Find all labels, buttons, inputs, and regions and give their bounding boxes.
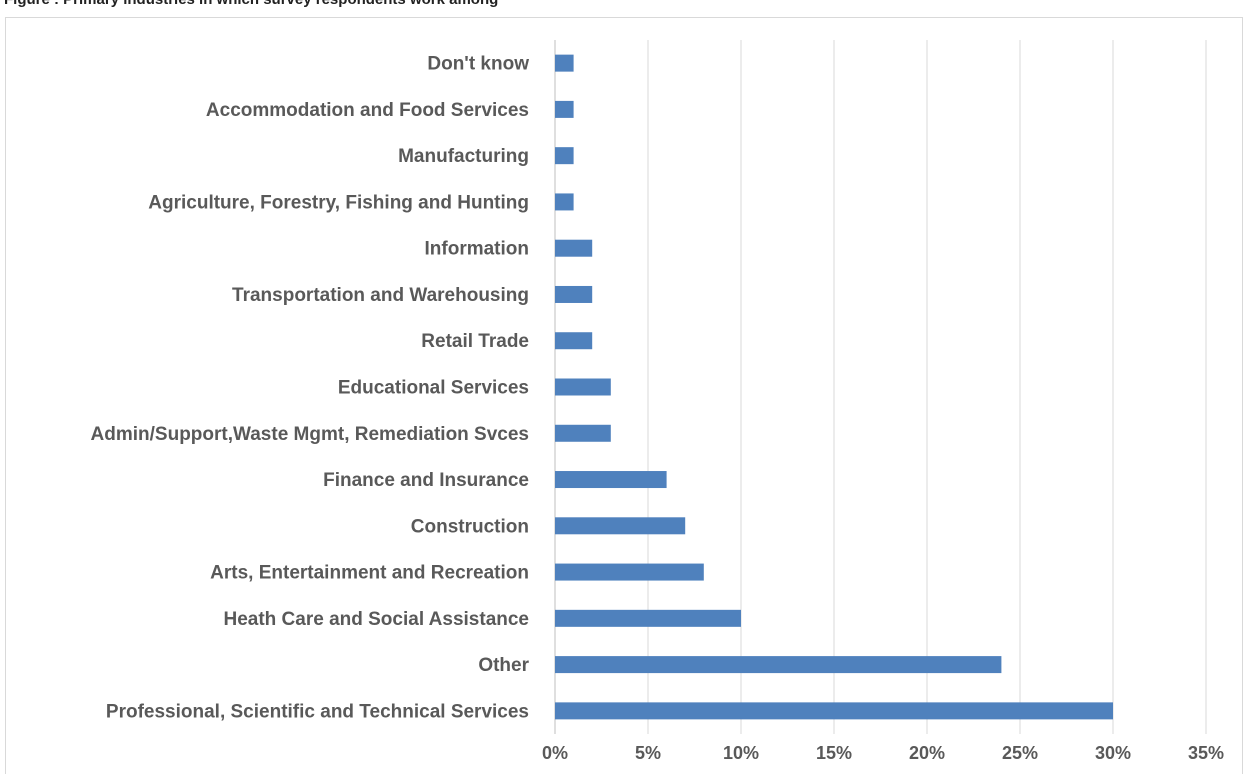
bar-chart: 0% 5% 10% 15% 20% 25% 30% 35% Don't know Accommod… (91, 40, 1224, 763)
bar (555, 54, 574, 72)
bar (555, 563, 704, 581)
bar (555, 239, 593, 257)
bar (555, 609, 741, 627)
category-label: Information (425, 239, 530, 260)
bar (555, 285, 593, 303)
bar (555, 378, 611, 396)
category-label: Other (478, 655, 529, 676)
bar (555, 147, 574, 165)
category-label: Don't know (427, 54, 529, 75)
chart-header-strip: Figure : Primary industries in which sur… (0, 0, 1250, 10)
category-label: Manufacturing (398, 146, 529, 167)
category-label: Admin/Support,Waste Mgmt, Remediation Sv… (91, 424, 529, 445)
x-tick-label: 30% (1095, 743, 1131, 763)
category-label: Retail Trade (421, 331, 529, 352)
bar (555, 702, 1113, 720)
category-label: Arts, Entertainment and Recreation (210, 563, 529, 584)
chart-frame: 0% 5% 10% 15% 20% 25% 30% 35% Don't know Accommod… (5, 17, 1243, 774)
category-label: Finance and Insurance (323, 470, 529, 491)
category-label: Transportation and Warehousing (232, 285, 529, 306)
x-tick-label: 0% (542, 743, 568, 763)
x-tick-label: 5% (635, 743, 661, 763)
x-tick-label: 10% (723, 743, 759, 763)
category-label: Educational Services (338, 378, 529, 399)
category-label: Professional, Scientific and Technical S… (106, 701, 529, 722)
category-label: Heath Care and Social Assistance (223, 609, 529, 630)
x-tick-label: 35% (1188, 743, 1224, 763)
x-tick-label: 25% (1002, 743, 1038, 763)
bar (555, 332, 593, 350)
bar (555, 424, 611, 442)
figure-caption: Figure : Primary industries in which sur… (4, 0, 498, 8)
bar (555, 656, 1002, 674)
bar (555, 193, 574, 211)
bar (555, 471, 667, 489)
x-tick-label: 15% (816, 743, 852, 763)
x-tick-label: 20% (909, 743, 945, 763)
bar (555, 517, 686, 535)
category-label: Agriculture, Forestry, Fishing and Hunti… (148, 192, 529, 213)
category-label: Construction (411, 516, 529, 537)
bar (555, 100, 574, 118)
category-label: Accommodation and Food Services (206, 100, 529, 121)
